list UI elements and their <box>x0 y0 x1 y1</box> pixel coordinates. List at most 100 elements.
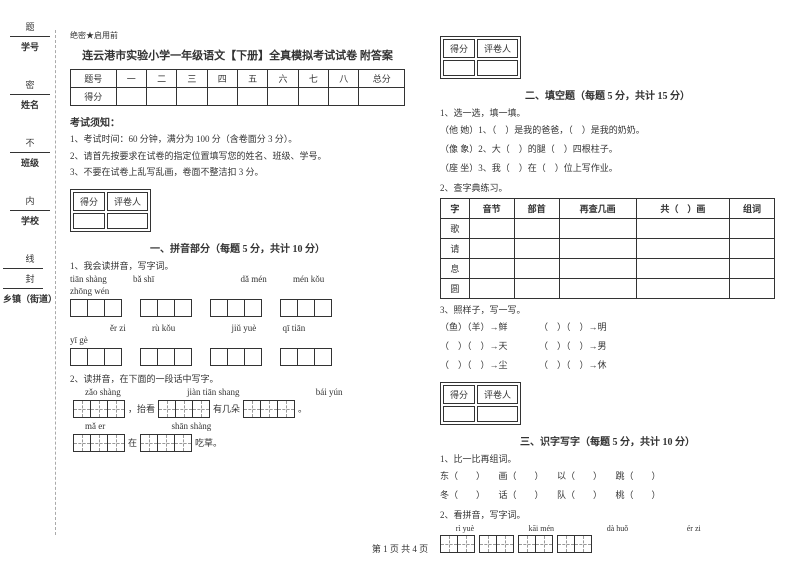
left-page: 绝密★启用前 连云港市实验小学一年级语文【下册】全真模拟考试试卷 附答案 题号 … <box>0 30 425 553</box>
fill-row: （ ）（ ）→天 （ ）（ ）→男 <box>440 338 775 354</box>
table-cell: 歌 <box>441 218 470 238</box>
pinyin-text: yī gè <box>70 335 88 345</box>
grader-label: 评卷人 <box>477 385 518 404</box>
score-header: 二 <box>146 70 176 88</box>
section-score-box: 得分评卷人 <box>70 189 151 232</box>
pinyin-text: ér zi <box>669 524 719 533</box>
char-grid <box>73 400 125 418</box>
instruction-item: 2、请首先按要求在试卷的指定位置填写您的姓名、班级、学号。 <box>70 150 405 164</box>
sentence-text: 吃草。 <box>195 436 222 449</box>
pinyin-text: mén kǒu <box>293 274 324 284</box>
section-score-box: 得分评卷人 <box>440 382 521 425</box>
score-label: 得分 <box>443 385 475 404</box>
pinyin-text: zǎo shàng <box>85 387 121 397</box>
score-header: 题号 <box>71 70 117 88</box>
table-header: 组词 <box>730 198 775 218</box>
exam-title: 连云港市实验小学一年级语文【下册】全真模拟考试试卷 附答案 <box>70 47 405 63</box>
pinyin-row: zhōng wén <box>70 286 405 296</box>
score-header: 四 <box>207 70 237 88</box>
fill-row: 冬（ ） 话（ ） 队（ ） 桃（ ） <box>440 487 775 503</box>
score-header: 七 <box>298 70 328 88</box>
pinyin-row: rì yuè kāi mén dà huǒ ér zi <box>440 523 775 533</box>
score-header: 总分 <box>359 70 405 88</box>
char-grid-row <box>70 348 405 366</box>
char-grid <box>280 299 332 317</box>
pinyin-text: ěr zi <box>110 323 126 333</box>
pinyin-row: mǎ er shān shàng <box>70 421 405 431</box>
table-cell: 请 <box>441 238 470 258</box>
sentence-text: 在 <box>128 436 137 449</box>
question-1-1: 1、我会读拼音，写字词。 <box>70 259 405 272</box>
pinyin-text: jiǔ yuè <box>232 323 257 333</box>
question-1-2: 2、读拼音，在下面的一段话中写字。 <box>70 372 405 385</box>
table-cell: 圆 <box>441 278 470 298</box>
sentence-text: 。 <box>298 402 307 415</box>
char-grid <box>243 400 295 418</box>
char-grid <box>73 434 125 452</box>
section-score-box: 得分评卷人 <box>440 36 521 79</box>
pinyin-text: zhōng wén <box>70 286 109 296</box>
pinyin-text: tiān shàng <box>70 274 107 284</box>
table-row: 圆 <box>441 278 775 298</box>
score-label: 得分 <box>73 192 105 211</box>
table-header: 字 <box>441 198 470 218</box>
question-2-3: 3、照样子，写一写。 <box>440 303 775 316</box>
pinyin-text: kāi mén <box>516 524 566 533</box>
score-label: 得分 <box>443 39 475 58</box>
pinyin-row: yī gè <box>70 335 405 345</box>
table-row: 字 音节 部首 再查几画 共（ ）画 组词 <box>441 198 775 218</box>
question-2-2: 2、查字典练习。 <box>440 181 775 194</box>
sentence-line: ，抬看 有几朵 。 <box>70 400 405 418</box>
sentence-text: ，抬看 <box>128 402 155 415</box>
pinyin-text: bái yún <box>316 387 343 397</box>
pinyin-text: bǎ shī <box>133 274 154 284</box>
char-grid <box>210 348 262 366</box>
instructions-header: 考试须知： <box>70 114 405 129</box>
table-row: 息 <box>441 258 775 278</box>
pinyin-text: mǎ er <box>85 421 105 431</box>
fill-row: （鱼）（羊）→鲜 （ ）（ ）→明 <box>440 319 775 335</box>
section-3-title: 三、识字写字（每题 5 分，共计 10 分） <box>440 433 775 448</box>
char-grid <box>158 400 210 418</box>
pinyin-text: qī tiān <box>283 323 306 333</box>
fill-row: （座 坐）3、我（ ）在（ ）位上写作业。 <box>440 160 775 176</box>
char-grid-row <box>70 299 405 317</box>
fill-row: 东（ ） 画（ ） 以（ ） 跳（ ） <box>440 468 775 484</box>
pinyin-row: tiān shàng bǎ shī dǎ mén mén kǒu <box>70 274 405 284</box>
page-container: 绝密★启用前 连云港市实验小学一年级语文【下册】全真模拟考试试卷 附答案 题号 … <box>0 0 800 553</box>
score-header: 六 <box>268 70 298 88</box>
score-header: 八 <box>329 70 359 88</box>
secret-tag: 绝密★启用前 <box>70 30 405 41</box>
table-header: 再查几画 <box>559 198 636 218</box>
pinyin-row: zǎo shàng jiàn tiān shang bái yún <box>70 387 405 397</box>
pinyin-text: dà huǒ <box>593 524 643 533</box>
table-row: 请 <box>441 238 775 258</box>
question-3-2: 2、看拼音，写字词。 <box>440 508 775 521</box>
fill-row: （ ）（ ）→尘 （ ）（ ）→休 <box>440 357 775 373</box>
section-2-title: 二、填空题（每题 5 分，共计 15 分） <box>440 87 775 102</box>
char-grid <box>70 299 122 317</box>
table-header: 音节 <box>469 198 514 218</box>
page-footer: 第 1 页 共 4 页 <box>0 542 800 555</box>
question-3-1: 1、比一比再组词。 <box>440 452 775 465</box>
sentence-line: 在 吃草。 <box>70 434 405 452</box>
grader-label: 评卷人 <box>477 39 518 58</box>
pinyin-text: jiàn tiān shang <box>187 387 240 397</box>
sentence-text: 有几朵 <box>213 402 240 415</box>
char-grid <box>140 299 192 317</box>
fill-row: （他 她）1、（ ）是我的爸爸，（ ）是我的奶奶。 <box>440 122 775 138</box>
grader-label: 评卷人 <box>107 192 148 211</box>
dictionary-table: 字 音节 部首 再查几画 共（ ）画 组词 歌 请 息 圆 <box>440 198 775 299</box>
char-grid <box>140 434 192 452</box>
pinyin-text: dǎ mén <box>241 274 267 284</box>
table-cell: 息 <box>441 258 470 278</box>
table-header: 部首 <box>514 198 559 218</box>
char-grid <box>70 348 122 366</box>
instruction-item: 1、考试时间：60 分钟，满分为 100 分（含卷面分 3 分）。 <box>70 133 405 147</box>
instruction-item: 3、不要在试卷上乱写乱画，卷面不整洁扣 3 分。 <box>70 166 405 180</box>
score-header: 三 <box>177 70 207 88</box>
table-row: 歌 <box>441 218 775 238</box>
section-1-title: 一、拼音部分（每题 5 分，共计 10 分） <box>70 240 405 255</box>
score-header: 一 <box>116 70 146 88</box>
score-summary-table: 题号 一 二 三 四 五 六 七 八 总分 得分 <box>70 69 405 106</box>
